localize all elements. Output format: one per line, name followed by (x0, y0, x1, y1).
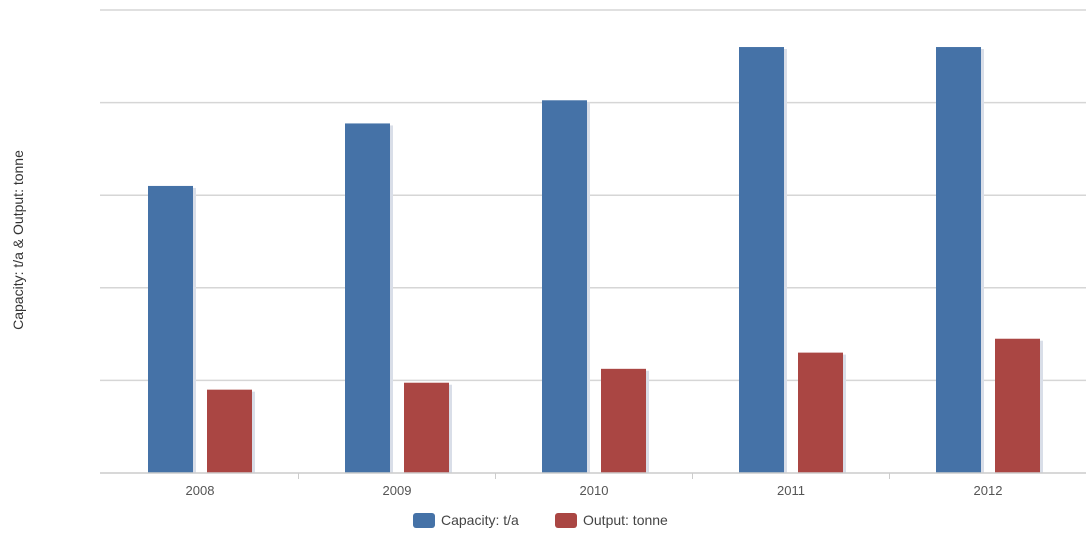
legend-label: Output: tonne (583, 512, 668, 528)
legend[interactable]: Capacity: t/a Output: tonne (413, 512, 668, 528)
x-tick-label: 2009 (383, 483, 412, 498)
y-axis-label: Capacity: t/a & Output: tonne (10, 150, 26, 330)
bar-capacity-2011[interactable] (739, 47, 784, 473)
x-tick-label: 2012 (974, 483, 1003, 498)
bar-capacity-2012[interactable] (936, 47, 981, 473)
legend-label: Capacity: t/a (441, 512, 519, 528)
legend-item-capacity[interactable]: Capacity: t/a (413, 512, 519, 528)
legend-swatch (555, 513, 577, 528)
legend-item-output[interactable]: Output: tonne (555, 512, 668, 528)
gridlines (100, 9, 1086, 382)
bar-output-2008[interactable] (207, 389, 252, 473)
x-axis-ticks: 2008 2009 2010 2011 2012 (186, 473, 1003, 498)
bar-output-2009[interactable] (404, 382, 449, 473)
bar-capacity-2009[interactable] (345, 123, 390, 473)
x-tick-label: 2011 (777, 483, 805, 498)
bar-output-2010[interactable] (601, 368, 646, 473)
bars (148, 47, 1043, 473)
bar-output-2011[interactable] (798, 352, 843, 473)
bar-capacity-2008[interactable] (148, 185, 193, 473)
x-tick-label: 2008 (186, 483, 215, 498)
legend-swatch (413, 513, 435, 528)
bar-capacity-2010[interactable] (542, 100, 587, 473)
x-tick-label: 2010 (580, 483, 609, 498)
bar-output-2012[interactable] (995, 338, 1040, 473)
